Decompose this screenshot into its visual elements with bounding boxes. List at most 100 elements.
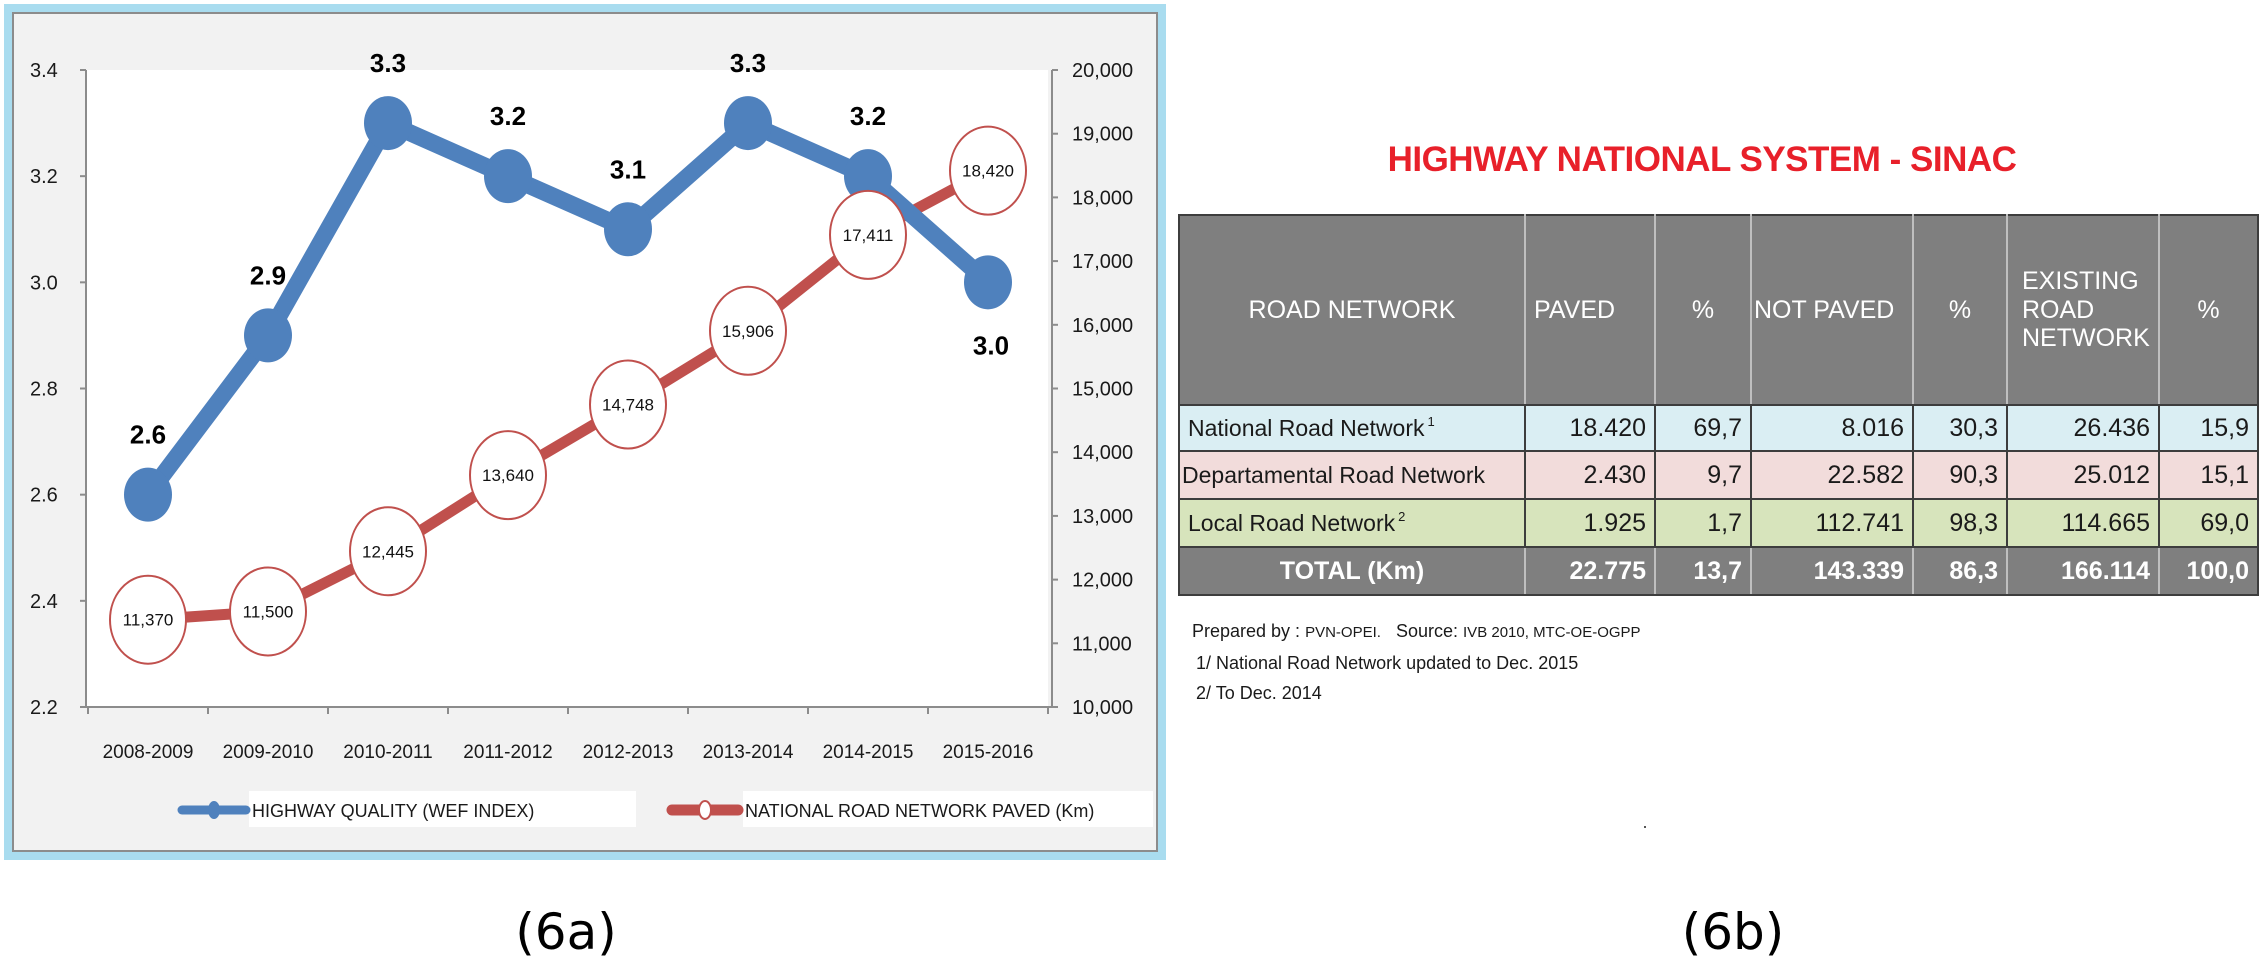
road-paved-bubble xyxy=(229,566,307,657)
cell-existing: 26.436 xyxy=(2006,404,2160,452)
right-axis-tick-label: 18,000 xyxy=(1072,187,1133,209)
highway-quality-data-label: 3.3 xyxy=(370,48,406,78)
road-network-table: ROAD NETWORK PAVED % NOT PAVED % EXISTIN… xyxy=(1178,214,2259,596)
footnote-ref: 2 xyxy=(1398,509,1406,524)
right-axis-tick-label: 19,000 xyxy=(1072,124,1133,146)
road-paved-bubble xyxy=(949,125,1027,216)
x-axis-tick-label: 2015-2016 xyxy=(943,742,1034,763)
cell-not-paved: 8.016 xyxy=(1750,404,1914,452)
road-paved-markers: 11,370 11,500 12,445 13,640 14,748 15,906 17,4… xyxy=(109,125,1027,665)
header-existing-pct: % xyxy=(2158,214,2259,406)
right-axis-tick-label: 10,000 xyxy=(1072,697,1133,719)
left-axis-tick-label: 2.8 xyxy=(30,379,58,401)
x-axis-tick-label: 2014-2015 xyxy=(823,742,914,763)
legend-label-bg-1 xyxy=(249,791,636,827)
x-axis-tick-label: 2012-2013 xyxy=(583,742,674,763)
header-paved: PAVED xyxy=(1524,214,1656,406)
cell-paved: 18.420 xyxy=(1524,404,1656,452)
legend: HIGHWAY QUALITY (WEF INDEX) NATIONAL ROA… xyxy=(177,791,1153,827)
highway-quality-point xyxy=(964,255,1012,310)
highway-quality-point xyxy=(244,308,292,363)
dual-axis-line-chart: 2.2 2.4 2.6 2.8 3.0 3.2 3.4 10,000 11,000 12,000 1… xyxy=(30,48,1153,827)
cell-paved-pct: 9,7 xyxy=(1655,450,1752,500)
header-paved-pct: % xyxy=(1654,214,1752,406)
road-paved-data-label: 11,370 xyxy=(123,611,174,630)
cell-existing: 25.012 xyxy=(2006,450,2160,500)
cell-paved-pct: 1,7 xyxy=(1655,498,1752,548)
total-existing: 166.114 xyxy=(2006,546,2160,596)
legend-marker-road-paved-bubble xyxy=(698,800,712,820)
highway-quality-data-label: 2.9 xyxy=(250,260,286,290)
highway-quality-data-label: 3.3 xyxy=(730,48,766,78)
table-row-national: National Road Network 1 18.420 69,7 8.016… xyxy=(1178,404,2259,452)
row-name-text: National Road Network xyxy=(1188,415,1425,441)
highway-quality-point xyxy=(364,96,412,151)
left-axis-tick-label: 3.0 xyxy=(30,272,58,294)
header-not-paved-pct: % xyxy=(1912,214,2008,406)
stray-dot xyxy=(1644,826,1646,828)
road-paved-bubble xyxy=(589,359,667,450)
road-paved-bubble xyxy=(109,574,187,665)
cell-paved-pct: 69,7 xyxy=(1655,404,1752,452)
total-paved-pct: 13,7 xyxy=(1654,546,1752,596)
highway-quality-data-label: 3.0 xyxy=(973,330,1009,360)
cell-paved: 2.430 xyxy=(1524,450,1656,500)
row-name: Departamental Road Network xyxy=(1178,450,1526,500)
footnote-ref: 1 xyxy=(1427,414,1435,429)
header-existing-road-network: EXISTING ROAD NETWORK xyxy=(2006,214,2160,406)
highway-quality-point xyxy=(844,149,892,204)
total-not-paved: 143.339 xyxy=(1750,546,1914,596)
highway-quality-point xyxy=(604,202,652,257)
caption-6a: (6a) xyxy=(515,903,617,961)
right-axis-tick-label: 17,000 xyxy=(1072,251,1133,273)
road-paved-data-label: 15,906 xyxy=(722,322,774,341)
source-label: Source: xyxy=(1395,621,1458,641)
table-row-departamental: Departamental Road Network 2.430 9,7 22.… xyxy=(1178,450,2259,500)
highway-quality-point xyxy=(484,149,532,204)
right-axis-tick-label: 14,000 xyxy=(1072,442,1133,464)
cell-existing-pct: 15,9 xyxy=(2159,404,2259,452)
road-paved-data-label: 18,420 xyxy=(962,162,1014,181)
cell-existing-pct: 15,1 xyxy=(2159,450,2259,500)
footnote-1: 1/ National Road Network updated to Dec.… xyxy=(1196,653,1579,673)
road-paved-bubble xyxy=(829,189,907,280)
table-row-total: TOTAL (Km) 22.775 13,7 143.339 86,3 166.… xyxy=(1178,546,2259,596)
legend-label-bg-2 xyxy=(743,791,1153,827)
highway-quality-data-label: 2.6 xyxy=(130,420,166,450)
axes: 2.2 2.4 2.6 2.8 3.0 3.2 3.4 10,000 11,000 12,000 1… xyxy=(30,60,1133,763)
right-axis-tick-label: 15,000 xyxy=(1072,379,1133,401)
total-paved: 22.775 xyxy=(1524,546,1656,596)
x-axis-tick-label: 2009-2010 xyxy=(223,742,314,763)
left-axis-tick-label: 2.2 xyxy=(30,697,58,719)
left-axis-tick-label: 2.4 xyxy=(30,591,58,613)
cell-not-paved: 22.582 xyxy=(1750,450,1914,500)
highway-quality-point xyxy=(724,96,772,151)
x-axis-tick-label: 2011-2012 xyxy=(463,742,552,763)
cell-not-paved-pct: 30,3 xyxy=(1913,404,2008,452)
cell-paved: 1.925 xyxy=(1524,498,1656,548)
cell-existing: 114.665 xyxy=(2006,498,2160,548)
table-header-row: ROAD NETWORK PAVED % NOT PAVED % EXISTIN… xyxy=(1178,214,2259,406)
road-paved-data-label: 13,640 xyxy=(482,466,534,485)
x-axis-tick-label: 2013-2014 xyxy=(703,742,794,763)
cell-not-paved: 112.741 xyxy=(1750,498,1914,548)
road-paved-bubble xyxy=(349,506,427,597)
source-value: IVB 2010, MTC-OE-OGPP xyxy=(1463,624,1641,641)
highway-quality-point xyxy=(124,467,172,522)
footnote-2: 2/ To Dec. 2014 xyxy=(1196,683,1322,703)
left-axis-tick-label: 3.4 xyxy=(30,60,58,82)
row-name: National Road Network 1 xyxy=(1178,404,1526,452)
caption-6b: (6b) xyxy=(1681,903,1785,961)
highway-quality-data-label: 3.2 xyxy=(490,101,526,131)
header-not-paved: NOT PAVED xyxy=(1750,214,1914,406)
highway-quality-data-label: 3.2 xyxy=(850,101,886,131)
right-axis-tick-label: 12,000 xyxy=(1072,570,1133,592)
legend-marker-highway-quality-dot xyxy=(208,801,220,819)
right-axis-tick-label: 16,000 xyxy=(1072,315,1133,337)
prepared-by-label: Prepared by : xyxy=(1192,621,1301,641)
right-axis-tick-label: 11,000 xyxy=(1072,633,1132,655)
table-row-local: Local Road Network 2 1.925 1,7 112.741 98… xyxy=(1178,498,2259,548)
road-paved-bubble xyxy=(709,285,787,376)
series-highway-quality: 2.6 2.9 3.3 3.2 3.1 3.3 3.2 3.0 xyxy=(124,48,1012,522)
prepared-by-value: PVN-OPEI. xyxy=(1305,624,1381,641)
